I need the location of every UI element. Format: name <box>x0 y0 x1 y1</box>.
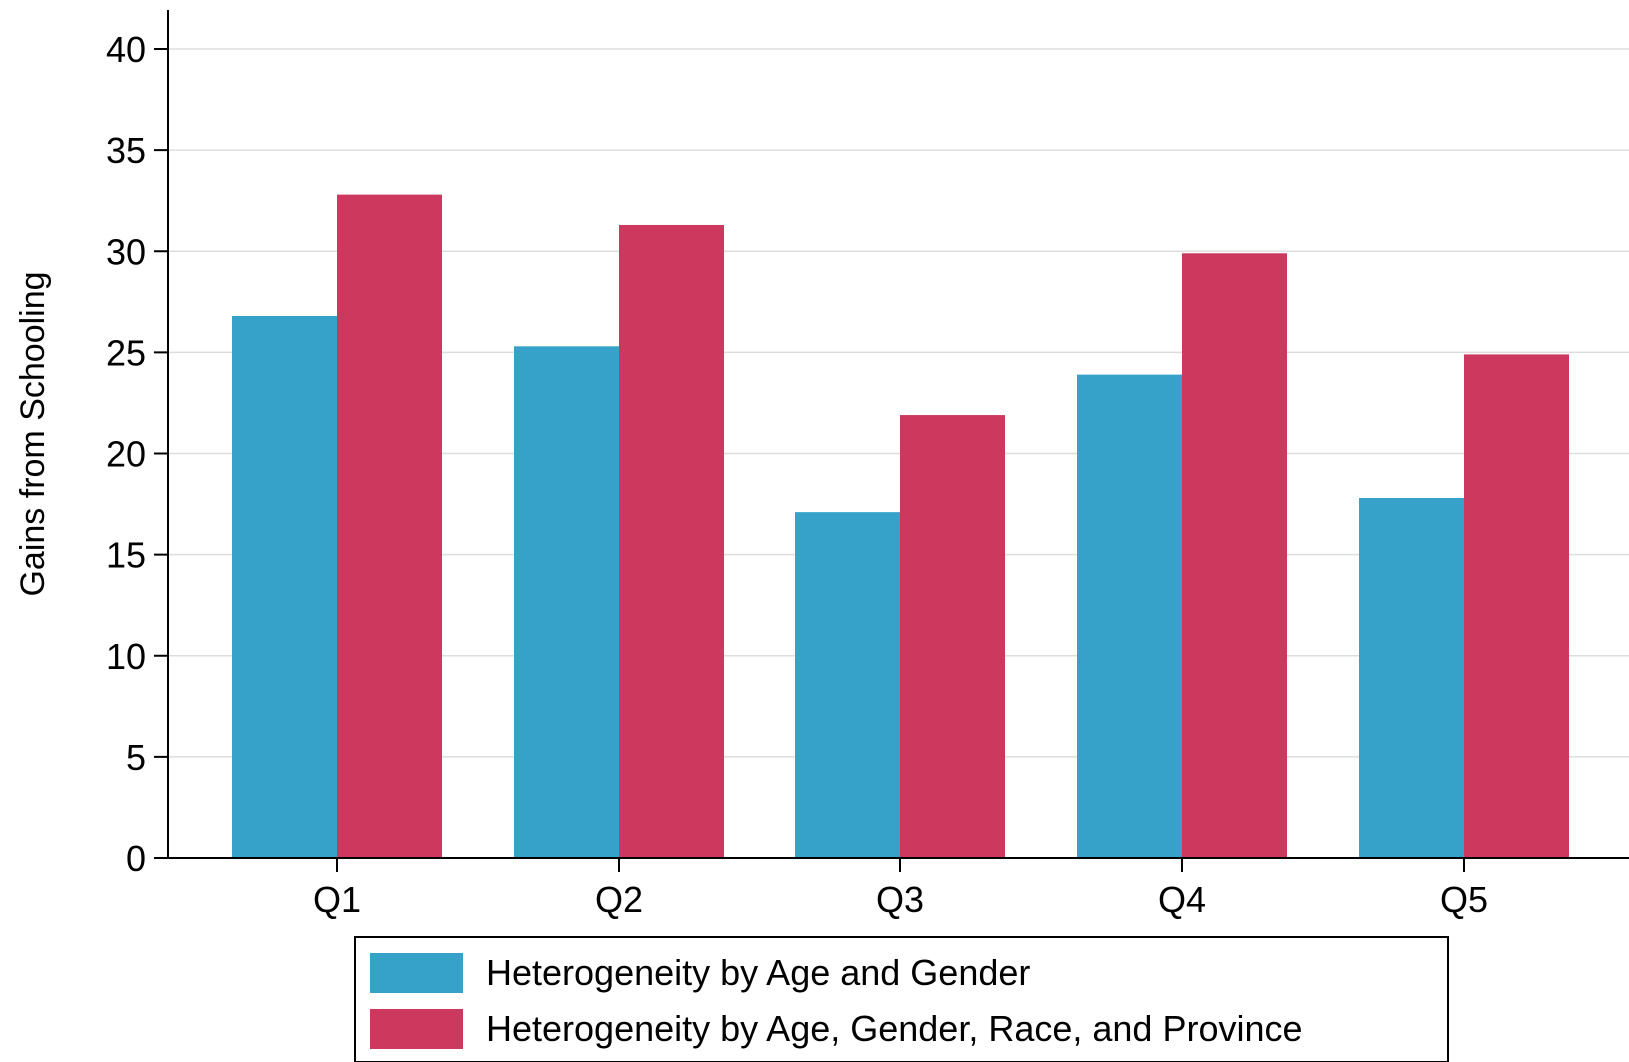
y-tick-label-25: 25 <box>106 332 146 373</box>
legend-label-2: Heterogeneity by Age, Gender, Race, and … <box>486 1008 1303 1049</box>
legend-frame <box>354 936 1449 1062</box>
bar-q1-series-2 <box>337 194 442 858</box>
x-tick-label-q2: Q2 <box>595 879 643 920</box>
bar-q4-series-2 <box>1182 253 1287 858</box>
y-tick-label-20: 20 <box>106 434 146 475</box>
bar-q2-series-2 <box>619 224 724 858</box>
x-tick-label-q4: Q4 <box>1158 879 1206 920</box>
legend-label-1: Heterogeneity by Age and Gender <box>486 952 1030 993</box>
x-tick-label-q1: Q1 <box>313 879 361 920</box>
bar-q3-series-1 <box>795 512 900 858</box>
axes <box>167 10 1629 859</box>
y-ticks: 0 5 10 15 20 25 30 35 40 <box>106 29 168 879</box>
x-tick-label-q3: Q3 <box>876 879 924 920</box>
legend-swatch-2 <box>370 1009 463 1049</box>
bar-q1-series-1 <box>232 315 337 859</box>
bar-q2-series-1 <box>514 346 619 858</box>
y-tick-label-35: 35 <box>106 130 146 171</box>
y-tick-label-40: 40 <box>106 29 146 70</box>
bars <box>232 194 1569 859</box>
y-tick-label-15: 15 <box>106 535 146 576</box>
y-tick-label-10: 10 <box>106 636 146 677</box>
y-tick-label-0: 0 <box>126 838 146 879</box>
y-tick-label-5: 5 <box>126 737 146 778</box>
bar-q5-series-1 <box>1359 497 1464 858</box>
bar-q4-series-1 <box>1077 374 1182 858</box>
y-axis-title: Gains from Schooling <box>14 271 52 596</box>
bar-q5-series-2 <box>1464 354 1569 858</box>
x-ticks: Q1 Q2 Q3 Q4 Q5 <box>313 858 1488 920</box>
x-tick-label-q5: Q5 <box>1440 879 1488 920</box>
legend: Heterogeneity by Age and Gender Heterogen… <box>354 936 1449 1062</box>
y-tick-label-30: 30 <box>106 231 146 272</box>
bar-q3-series-2 <box>900 415 1005 858</box>
legend-swatch-1 <box>370 953 463 993</box>
